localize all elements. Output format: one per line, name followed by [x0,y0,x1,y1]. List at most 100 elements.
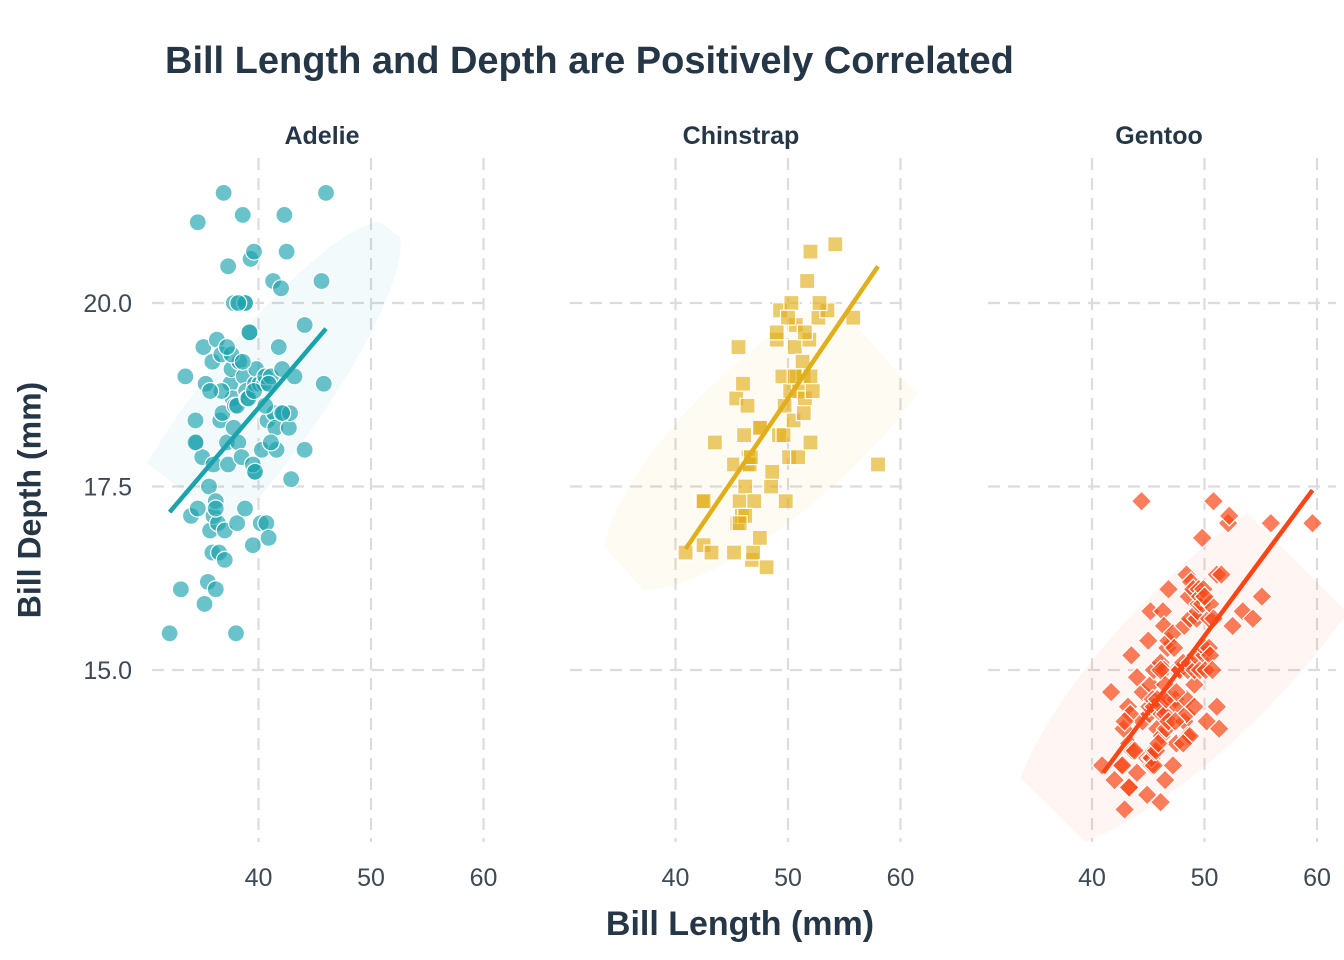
data-point [244,242,264,261]
chart-title: Bill Length and Depth are Positively Cor… [165,40,1014,82]
data-point [779,309,797,326]
data-point [235,499,255,518]
y-tick-label: 20.0 [83,290,132,318]
data-point [233,205,252,225]
data-point [695,493,712,510]
data-point [240,323,259,342]
data-point [751,529,768,546]
data-point [186,433,205,452]
data-point [206,580,225,599]
facet-label: Adelie [284,122,359,150]
data-point [796,324,813,341]
data-point [1149,791,1172,813]
data-point [1143,754,1165,777]
data-point [802,243,819,260]
data-point [1183,695,1206,718]
data-point [736,427,753,444]
x-tick-label: 40 [1078,864,1106,892]
data-point [195,594,214,614]
data-point [1154,769,1176,791]
data-point [269,337,288,357]
facet-label: Gentoo [1115,122,1203,150]
data-point [764,463,781,480]
points-group [1091,490,1324,821]
data-point [845,309,862,326]
data-point [1242,607,1264,630]
data-point [775,427,792,444]
data-point [786,338,803,356]
data-point [1221,615,1244,637]
data-point [1149,659,1172,681]
facet-panel-chinstrap: Chinstrap 40 50 60 [570,122,959,892]
data-point [316,183,336,202]
data-point [768,324,785,341]
x-tick-label: 50 [774,864,802,892]
data-point [869,456,887,473]
x-tick-label: 50 [1191,864,1219,892]
data-point [1103,769,1126,791]
data-point [261,433,280,452]
x-tick-label: 50 [357,864,385,892]
data-point [1147,732,1170,755]
facet-panel-adelie: Adelie 40 50 60 [91,122,498,892]
data-point [233,352,252,371]
data-point [1193,585,1216,608]
data-point [1201,659,1224,681]
data-point [219,257,238,276]
facet-label: Chinstrap [683,122,800,150]
data-point [176,367,195,386]
data-point [725,544,743,561]
data-point [802,434,819,451]
data-point [188,499,207,518]
data-point [1208,717,1230,740]
data-point [1251,585,1273,608]
data-point [1126,666,1148,689]
data-point [1118,776,1140,799]
points-group [160,183,336,643]
x-tick-label: 40 [245,864,273,892]
data-point [1162,754,1184,777]
x-tick-label: 40 [662,864,690,892]
data-point [1113,710,1136,733]
y-tick-label: 17.5 [83,474,132,502]
data-point [799,272,816,290]
data-point [1113,798,1136,821]
data-point [229,293,248,313]
data-point [734,375,752,392]
data-point [790,449,807,466]
data-point [199,477,219,496]
data-point [737,478,754,495]
x-tick-label: 60 [887,864,915,892]
data-point [811,294,828,312]
data-point [206,499,225,518]
data-point [1191,527,1214,549]
facet-panel-gentoo: Gentoo 40 50 60 [988,122,1344,892]
data-point [271,279,291,298]
data-point [314,374,333,393]
data-point [746,493,763,510]
data-point [186,411,205,430]
data-point [763,478,780,495]
data-point [1260,512,1282,535]
data-point [215,550,234,570]
data-point [295,440,314,459]
data-point [730,338,747,356]
data-point [201,381,220,401]
data-point [1206,695,1228,718]
data-point [1111,754,1134,777]
data-point [1202,490,1225,513]
data-point [1120,644,1143,667]
data-point [777,493,794,510]
data-point [244,381,264,401]
data-point [1157,578,1180,601]
data-point [1126,761,1148,784]
data-point [1164,710,1187,733]
data-point [706,434,723,451]
data-point [259,528,278,547]
x-tick-label: 60 [470,864,498,892]
data-point [1218,505,1241,527]
data-point [1163,637,1185,659]
data-point [739,397,756,414]
data-point [188,213,207,232]
data-point [217,337,237,357]
